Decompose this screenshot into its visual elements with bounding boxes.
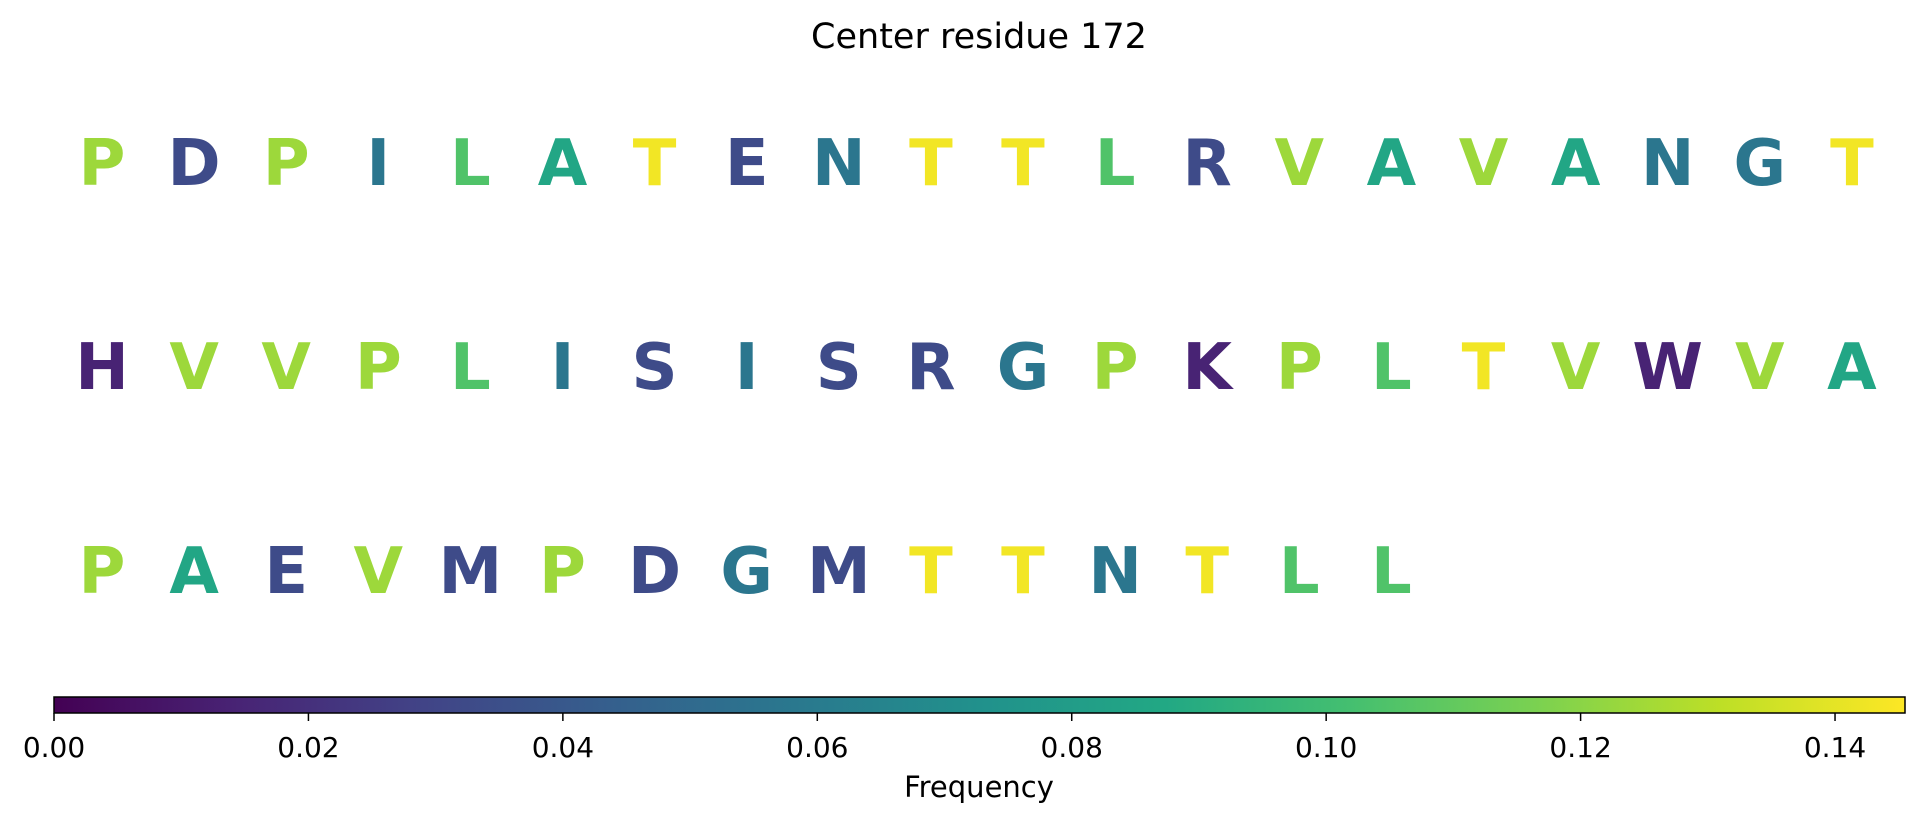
residue-letter: A bbox=[1827, 331, 1877, 405]
residue-letter: L bbox=[1371, 535, 1412, 609]
residue-letter: N bbox=[1088, 535, 1142, 609]
residue-letter: T bbox=[1001, 535, 1045, 609]
residue-letter: L bbox=[450, 127, 491, 201]
residue-letter: P bbox=[1276, 331, 1323, 405]
residue-letter: H bbox=[75, 331, 129, 405]
residue-letter: T bbox=[1001, 127, 1045, 201]
residue-letter: S bbox=[632, 331, 678, 405]
residue-letter: T bbox=[1462, 331, 1506, 405]
colorbar-tick-label: 0.08 bbox=[1041, 731, 1103, 764]
residue-letter: T bbox=[1830, 127, 1874, 201]
colorbar-tick-label: 0.12 bbox=[1549, 731, 1611, 764]
colorbar-tick-label: 0.06 bbox=[786, 731, 848, 764]
colorbar bbox=[53, 696, 1906, 714]
residue-letter: G bbox=[720, 535, 773, 609]
residue-letter: V bbox=[1459, 127, 1509, 201]
residue-letter: S bbox=[816, 331, 862, 405]
residue-letter: T bbox=[909, 127, 953, 201]
residue-letter: E bbox=[725, 127, 769, 201]
residue-letter: T bbox=[1185, 535, 1229, 609]
residue-letter: N bbox=[812, 127, 866, 201]
residue-letter: D bbox=[168, 127, 221, 201]
colorbar-tick-label: 0.14 bbox=[1804, 731, 1866, 764]
residue-letter: K bbox=[1182, 331, 1234, 405]
colorbar-tick-label: 0.00 bbox=[23, 731, 85, 764]
residue-letter: M bbox=[807, 535, 871, 609]
residue-letter: I bbox=[366, 127, 390, 201]
residue-letter: V bbox=[261, 331, 311, 405]
residue-letter: V bbox=[1735, 331, 1785, 405]
residue-letter: V bbox=[1275, 127, 1325, 201]
colorbar-label: Frequency bbox=[904, 770, 1054, 804]
residue-letter: M bbox=[439, 535, 503, 609]
residue-letter: A bbox=[538, 127, 588, 201]
residue-letter: L bbox=[1095, 127, 1136, 201]
residue-letter: I bbox=[551, 331, 575, 405]
residue-letter: P bbox=[539, 535, 586, 609]
residue-letter: L bbox=[1371, 331, 1412, 405]
residue-letter: L bbox=[1279, 535, 1320, 609]
residue-letter: P bbox=[79, 535, 126, 609]
residue-letter: L bbox=[450, 331, 491, 405]
residue-letter: R bbox=[906, 331, 955, 405]
residue-grid: P D P I L A T E N T T L R V A V A N G TH V V P L I S I S R G P K P L T V W V A… bbox=[75, 127, 1877, 609]
colorbar-ticks: 0.00 0.02 0.04 0.06 0.08 0.10 0.12 0.14 bbox=[23, 713, 1866, 764]
residue-letter: T bbox=[633, 127, 677, 201]
residue-letter: N bbox=[1641, 127, 1695, 201]
colorbar-tick-label: 0.04 bbox=[532, 731, 594, 764]
residue-letter: V bbox=[354, 535, 404, 609]
residue-letter: P bbox=[79, 127, 126, 201]
residue-letter: A bbox=[169, 535, 219, 609]
residue-letter: E bbox=[264, 535, 308, 609]
chart-title: Center residue 172 bbox=[811, 17, 1147, 57]
residue-letter: P bbox=[355, 331, 402, 405]
colorbar-tick-label: 0.02 bbox=[277, 731, 339, 764]
residue-letter: I bbox=[735, 331, 759, 405]
residue-letter: A bbox=[1367, 127, 1417, 201]
residue-letter: V bbox=[1551, 331, 1601, 405]
residue-letter: A bbox=[1551, 127, 1601, 201]
residue-letter: R bbox=[1183, 127, 1232, 201]
colorbar-tick-label: 0.10 bbox=[1295, 731, 1357, 764]
residue-letter: P bbox=[263, 127, 310, 201]
residue-letter: V bbox=[169, 331, 219, 405]
residue-letter: G bbox=[1734, 127, 1787, 201]
residue-letter: G bbox=[997, 331, 1050, 405]
residue-letter: T bbox=[909, 535, 953, 609]
residue-letter: W bbox=[1632, 331, 1703, 405]
residue-letter: P bbox=[1092, 331, 1139, 405]
residue-letter: D bbox=[628, 535, 681, 609]
